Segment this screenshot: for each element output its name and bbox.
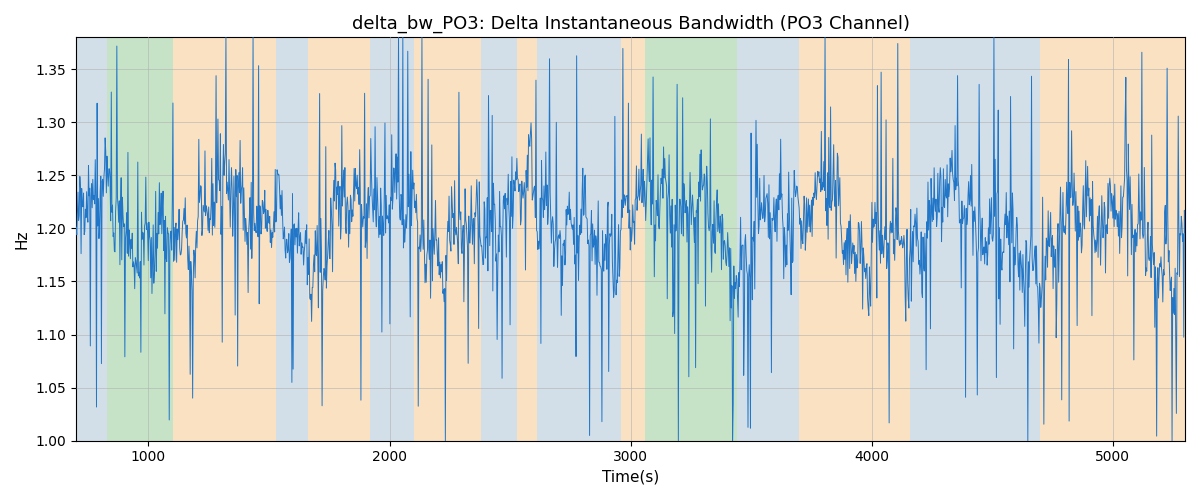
Bar: [620, 38, 646, 440]
Bar: [910, 38, 1040, 440]
Bar: [414, 38, 481, 440]
Bar: [517, 38, 536, 440]
Bar: [108, 38, 173, 440]
Bar: [737, 38, 799, 440]
X-axis label: Time(s): Time(s): [602, 470, 659, 485]
Bar: [276, 38, 307, 440]
Bar: [307, 38, 371, 440]
Bar: [799, 38, 910, 440]
Bar: [371, 38, 414, 440]
Bar: [173, 38, 276, 440]
Bar: [646, 38, 737, 440]
Bar: [536, 38, 620, 440]
Y-axis label: Hz: Hz: [14, 230, 30, 249]
Title: delta_bw_PO3: Delta Instantaneous Bandwidth (PO3 Channel): delta_bw_PO3: Delta Instantaneous Bandwi…: [352, 15, 910, 34]
Bar: [76, 38, 108, 440]
Bar: [481, 38, 517, 440]
Bar: [1040, 38, 1184, 440]
